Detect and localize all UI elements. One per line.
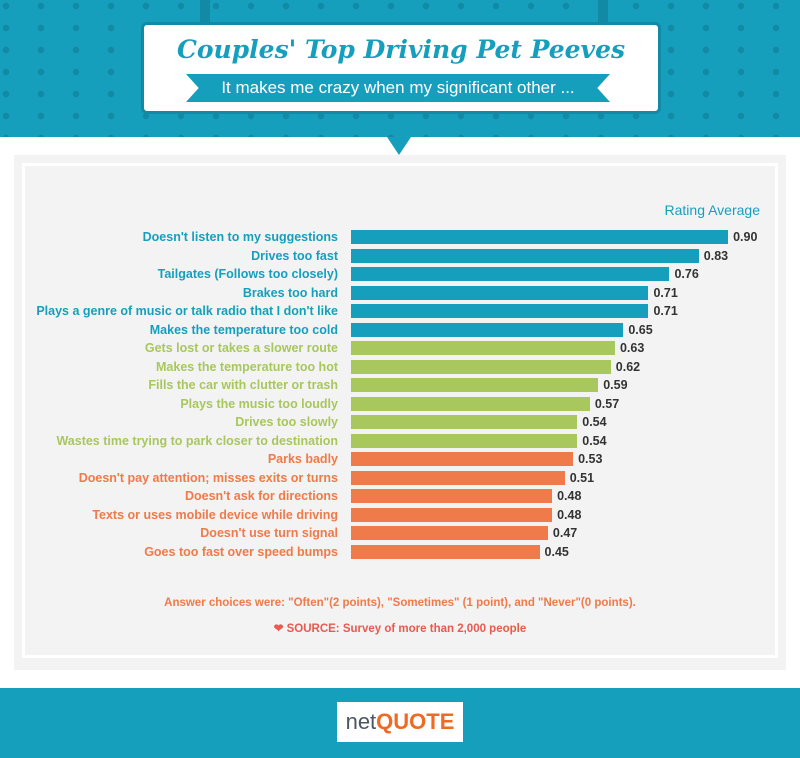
- category-label: Doesn't pay attention; misses exits or t…: [78, 470, 338, 485]
- category-label: Tailgates (Follows too closely): [157, 267, 338, 281]
- subtitle-ribbon: It makes me crazy when my significant ot…: [186, 74, 610, 102]
- bar: [351, 378, 599, 392]
- panel-border: [22, 163, 778, 658]
- bar: [351, 544, 540, 559]
- category-label: Makes the temperature too cold: [149, 322, 338, 337]
- value-label: 0.76: [674, 267, 699, 281]
- bar: [351, 322, 624, 337]
- category-label: Makes the temperature too hot: [156, 359, 338, 374]
- logo-net: net: [345, 709, 377, 734]
- value-label: 0.71: [653, 304, 678, 318]
- category-label: Parks badly: [267, 452, 338, 466]
- value-label: 0.45: [544, 544, 569, 559]
- header-banner: Couples' Top Driving Pet Peeves It makes…: [0, 0, 800, 137]
- bar: [351, 433, 578, 448]
- bar: [351, 341, 615, 355]
- bar: [351, 267, 670, 281]
- title-card: Couples' Top Driving Pet Peeves It makes…: [141, 22, 661, 114]
- value-label: 0.53: [578, 452, 603, 466]
- value-label: 0.57: [594, 396, 620, 411]
- category-label: Texts or uses mobile device while drivin…: [92, 507, 338, 522]
- value-label: 0.47: [552, 526, 578, 540]
- bar: [351, 248, 699, 263]
- value-label: 0.48: [557, 507, 582, 522]
- value-label: 0.90: [733, 230, 758, 244]
- value-label: 0.54: [582, 415, 607, 429]
- value-label: 0.54: [582, 433, 607, 448]
- value-label: 0.71: [653, 285, 678, 300]
- bar: [351, 452, 574, 466]
- bar: [351, 304, 649, 318]
- category-label: Doesn't listen to my suggestions: [142, 230, 338, 244]
- category-label: Brakes too hard: [242, 285, 338, 300]
- category-label: Gets lost or takes a slower route: [144, 341, 338, 355]
- strap: [598, 0, 608, 22]
- page-title: Couples' Top Driving Pet Peeves: [176, 35, 626, 64]
- category-label: Drives too fast: [251, 248, 338, 263]
- value-axis-label: Rating Average: [664, 202, 760, 218]
- footnote-answer-choices: Answer choices were: "Often"(2 points), …: [164, 597, 636, 609]
- bar: [351, 507, 553, 522]
- category-label: Fills the car with clutter or trash: [148, 378, 338, 392]
- value-label: 0.59: [603, 378, 628, 392]
- category-label: Doesn't use turn signal: [200, 526, 338, 540]
- bar: [351, 396, 590, 411]
- bar: [351, 359, 611, 374]
- netquote-logo: netQUOTE: [337, 702, 463, 742]
- bar: [351, 415, 578, 429]
- category-label: Plays the music too loudly: [180, 396, 338, 411]
- logo-quote: QUOTE: [376, 709, 455, 734]
- value-label: 0.65: [628, 322, 653, 337]
- category-label: Wastes time trying to park closer to des…: [56, 433, 338, 448]
- bar: [351, 489, 553, 503]
- value-label: 0.51: [569, 470, 595, 485]
- bar: [351, 230, 729, 244]
- strap: [200, 0, 210, 22]
- heart-icon: ❤: [273, 623, 284, 635]
- value-label: 0.48: [557, 489, 582, 503]
- value-label: 0.62: [615, 359, 641, 374]
- category-label: Plays a genre of music or talk radio tha…: [36, 304, 338, 318]
- footnote-source: ❤ SOURCE: Survey of more than 2,000 peop…: [0, 621, 800, 635]
- category-label: Goes too fast over speed bumps: [144, 544, 338, 559]
- source-text: SOURCE: Survey of more than 2,000 people: [286, 623, 527, 635]
- bar: [351, 470, 565, 485]
- category-label: Doesn't ask for directions: [184, 489, 338, 503]
- category-label: Drives too slowly: [235, 415, 338, 429]
- pointer-triangle: [387, 137, 411, 155]
- bar: [351, 285, 649, 300]
- bar: [351, 526, 548, 540]
- value-label: 0.83: [703, 248, 729, 263]
- value-label: 0.63: [619, 341, 645, 355]
